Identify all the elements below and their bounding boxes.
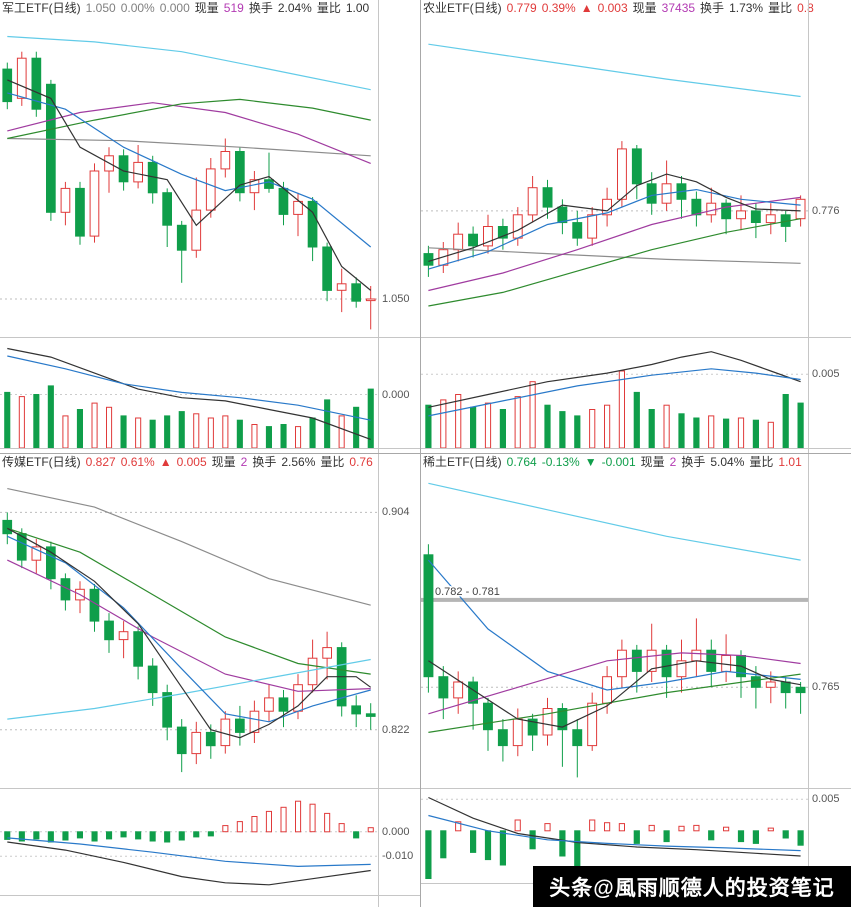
header-segment: 现量 bbox=[632, 1, 657, 15]
header-segment: 量比 bbox=[749, 455, 774, 469]
header-segment: 5.04% bbox=[710, 455, 745, 469]
header-segment: 0.779 bbox=[506, 1, 537, 15]
watermark-banner: 头条@風雨顺德人的投资笔记 bbox=[533, 866, 851, 907]
axis-label: 0.005 bbox=[812, 368, 840, 380]
header-segment: 2.04% bbox=[277, 1, 312, 15]
axis-divider bbox=[808, 0, 809, 453]
volume-indicator-chart[interactable] bbox=[0, 341, 378, 448]
candlestick-chart[interactable] bbox=[421, 17, 808, 337]
axis-label: 0.904 bbox=[382, 506, 410, 518]
axis-label: -0.010 bbox=[382, 850, 414, 862]
axis-divider bbox=[808, 454, 809, 907]
header-segment: 0.764 bbox=[506, 455, 537, 469]
panel-header: 军工ETF(日线) 1.050 0.00% 0.000 现量 519 换手 2.04% 量比 1.… bbox=[2, 1, 420, 16]
header-segment: 0.61% bbox=[120, 455, 155, 469]
header-segment: 军工ETF(日线) bbox=[2, 1, 81, 15]
volume-indicator-chart[interactable] bbox=[421, 793, 808, 883]
header-segment: 量比 bbox=[320, 455, 345, 469]
chart-panel-chuanmei-etf[interactable]: 传媒ETF(日线) 0.827 0.61% ▲ 0.005 现量 2 换手 2.56% 量比 0.7… bbox=[0, 454, 420, 907]
header-segment: 2.56% bbox=[281, 455, 316, 469]
candlestick-chart[interactable] bbox=[0, 17, 378, 337]
svg-text:0.782 - 0.781: 0.782 - 0.781 bbox=[435, 586, 500, 598]
header-segment: 2 bbox=[669, 455, 677, 469]
header-segment: 0.000 bbox=[159, 1, 190, 15]
header-segment: 现量 bbox=[194, 1, 219, 15]
header-segment: -0.13% bbox=[541, 455, 580, 469]
header-segment: 传媒ETF(日线) bbox=[2, 455, 81, 469]
chart-divider bbox=[0, 337, 420, 338]
axis-label: 1.050 bbox=[382, 293, 410, 305]
header-segment: 0.00% bbox=[120, 1, 155, 15]
axis-label: 0.000 bbox=[382, 826, 410, 838]
header-segment: 换手 bbox=[681, 455, 706, 469]
header-segment: 现量 bbox=[640, 455, 665, 469]
header-segment: 换手 bbox=[700, 1, 725, 15]
axis-label: 0.005 bbox=[812, 793, 840, 805]
header-segment: 量比 bbox=[768, 1, 793, 15]
axis-label: 0.776 bbox=[812, 205, 840, 217]
header-segment: -0.001 bbox=[601, 455, 636, 469]
row-divider bbox=[0, 453, 851, 454]
chart-divider bbox=[421, 448, 851, 449]
candlestick-chart[interactable]: 0.782 - 0.781 bbox=[421, 470, 808, 788]
header-segment: 农业ETF(日线) bbox=[423, 1, 502, 15]
axis-label: 0.765 bbox=[812, 681, 840, 693]
chart-divider bbox=[0, 895, 420, 896]
chart-divider bbox=[0, 788, 420, 789]
panel-header: 稀土ETF(日线) 0.764 -0.13% ▼ -0.001 现量 2 换手 5.04% 量比 1… bbox=[423, 455, 851, 470]
header-segment: 0.003 bbox=[597, 1, 628, 15]
chart-divider bbox=[421, 337, 851, 338]
chart-panel-xitu-etf[interactable]: 稀土ETF(日线) 0.764 -0.13% ▼ -0.001 现量 2 换手 5.04% 量比 1… bbox=[421, 454, 851, 907]
header-segment: 0.39% bbox=[541, 1, 576, 15]
header-segment: 稀土ETF(日线) bbox=[423, 455, 502, 469]
header-segment: ▲ bbox=[580, 1, 593, 15]
header-segment: 换手 bbox=[252, 455, 277, 469]
header-segment: 1.050 bbox=[85, 1, 116, 15]
header-segment: 0.827 bbox=[85, 455, 116, 469]
chart-divider bbox=[421, 788, 851, 789]
panel-header: 农业ETF(日线) 0.779 0.39% ▲ 0.003 现量 37435 换手 1.73% 量… bbox=[423, 1, 851, 16]
axis-divider bbox=[378, 454, 379, 907]
panel-header: 传媒ETF(日线) 0.827 0.61% ▲ 0.005 现量 2 换手 2.56% 量比 0.7… bbox=[2, 455, 420, 470]
header-segment: 2 bbox=[240, 455, 248, 469]
header-segment: 0.76 bbox=[349, 455, 373, 469]
header-segment: 0.8 bbox=[797, 1, 814, 15]
header-segment: 0.005 bbox=[176, 455, 207, 469]
header-segment: ▼ bbox=[584, 455, 597, 469]
header-segment: 37435 bbox=[661, 1, 696, 15]
volume-indicator-chart[interactable] bbox=[0, 793, 378, 895]
header-segment: 1.73% bbox=[729, 1, 764, 15]
header-segment: 519 bbox=[223, 1, 244, 15]
chart-divider bbox=[0, 448, 420, 449]
header-segment: 现量 bbox=[211, 455, 236, 469]
axis-divider bbox=[378, 0, 379, 453]
axis-label: 0.000 bbox=[382, 389, 410, 401]
header-segment: ▲ bbox=[159, 455, 172, 469]
header-segment: 换手 bbox=[248, 1, 273, 15]
header-segment: 1.00 bbox=[345, 1, 370, 15]
volume-indicator-chart[interactable] bbox=[421, 341, 808, 448]
axis-label: 0.822 bbox=[382, 724, 410, 736]
chart-panel-nongye-etf[interactable]: 农业ETF(日线) 0.779 0.39% ▲ 0.003 现量 37435 换手 1.73% 量… bbox=[421, 0, 851, 453]
candlestick-chart[interactable] bbox=[0, 470, 378, 788]
chart-panel-jungong-etf[interactable]: 军工ETF(日线) 1.050 0.00% 0.000 现量 519 换手 2.04% 量比 1.… bbox=[0, 0, 420, 453]
header-segment: 量比 bbox=[316, 1, 341, 15]
header-segment: 1.01 bbox=[778, 455, 802, 469]
